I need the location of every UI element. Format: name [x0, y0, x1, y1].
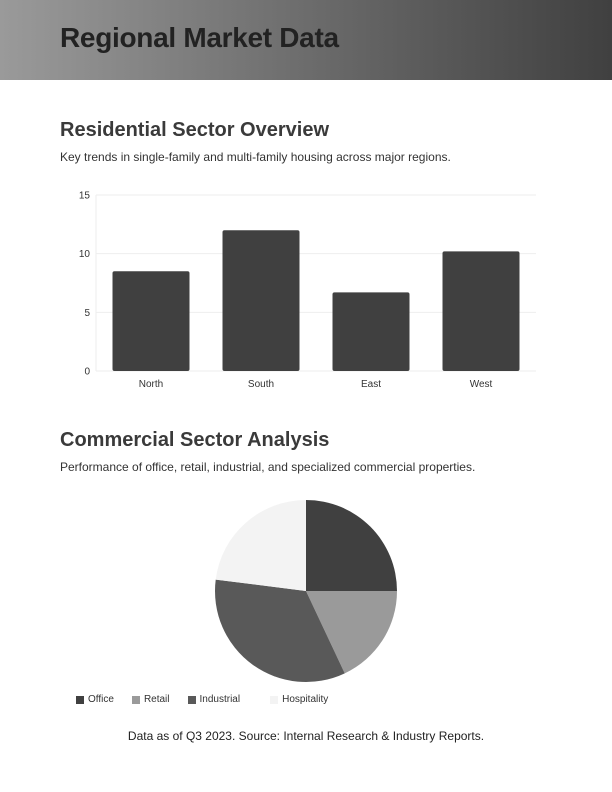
legend-swatch [187, 695, 196, 704]
residential-bar-chart: 0 5 10 15 North South East West [79, 191, 536, 390]
legend-item-industrial: Industrial [187, 694, 241, 705]
legend-swatch [131, 695, 140, 704]
pie-legend: Office Retail Industrial Hospitality [76, 694, 346, 705]
commercial-section-title: Commercial Sector Analysis [60, 429, 330, 451]
residential-section-title: Residential Sector Overview [60, 119, 330, 141]
commercial-section-description: Performance of office, retail, industria… [60, 460, 476, 474]
pie-slice-office [306, 500, 397, 591]
legend-label: Office [88, 694, 114, 705]
legend-label: Hospitality [282, 694, 329, 705]
bar-east [332, 292, 410, 371]
y-tick-label: 0 [84, 367, 90, 378]
y-tick-label: 10 [79, 249, 91, 260]
legend-swatch [270, 695, 279, 704]
footer-note: Data as of Q3 2023. Source: Internal Res… [127, 729, 485, 743]
bar-north [112, 271, 190, 371]
bar-south [222, 230, 300, 371]
legend-swatch [76, 695, 84, 704]
x-tick-label: West [470, 379, 493, 390]
legend-label: Retail [143, 694, 170, 705]
page-title: Regional Market Data [60, 22, 339, 53]
legend-item-retail: Retail [131, 694, 170, 705]
x-tick-label: South [248, 379, 274, 390]
pie-slice-hospitality [215, 500, 306, 591]
commercial-pie-chart [215, 500, 397, 682]
x-tick-label: East [361, 379, 381, 390]
y-tick-label: 15 [79, 191, 91, 202]
legend-item-office: Office [76, 694, 114, 705]
pie-slice-industrial [215, 579, 345, 682]
legend-item-hospitality: Hospitality [270, 694, 328, 705]
page-header: Regional Market Data [0, 0, 612, 80]
bar-west [442, 251, 520, 371]
pie-slice-retail [306, 591, 397, 674]
legend-label: Industrial [199, 694, 241, 705]
y-tick-label: 5 [84, 308, 90, 319]
x-tick-label: North [139, 379, 163, 390]
residential-section-description: Key trends in single-family and multi-fa… [60, 150, 451, 164]
